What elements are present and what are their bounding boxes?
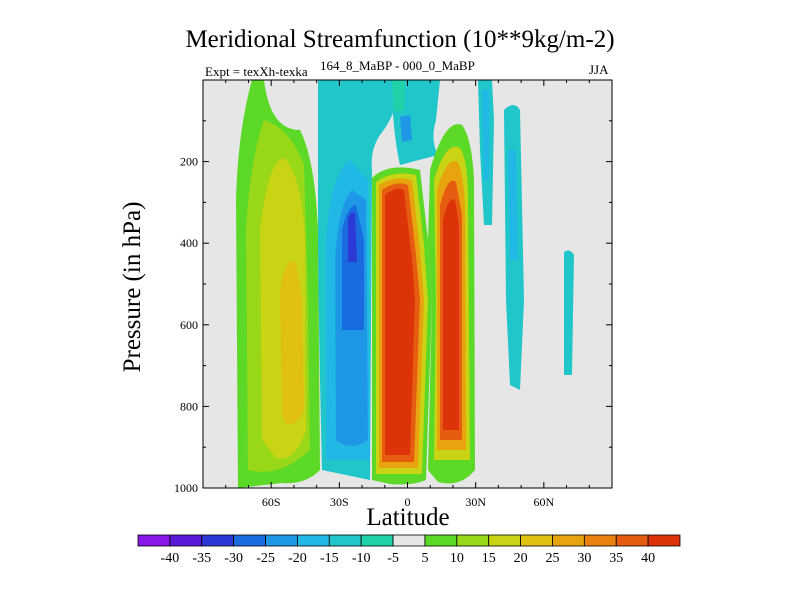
colorbar-swatch <box>583 534 617 547</box>
cell-south-neg-core <box>348 212 357 262</box>
contour-field <box>236 80 574 488</box>
colorbar-swatch <box>201 534 235 547</box>
colorbar-label: 40 <box>641 551 655 566</box>
y-tick-label: 1000 <box>174 481 198 495</box>
colorbar-label: -35 <box>192 551 211 566</box>
season-label: JJA <box>589 62 609 77</box>
colorbar-label: 5 <box>421 551 428 566</box>
cell-north-neg-3 <box>564 250 574 375</box>
period-label: 164_8_MaBP - 000_0_MaBP <box>320 58 475 73</box>
colorbar-label: -20 <box>288 551 307 566</box>
colorbar-swatch <box>392 534 426 547</box>
x-tick-label: 0 <box>405 495 411 509</box>
colorbar-swatch <box>488 534 521 547</box>
cell-trop-pos-core <box>443 199 459 430</box>
colorbar-label: -10 <box>352 551 371 566</box>
cell-south-neg-4 <box>342 205 364 330</box>
colorbar-label: 35 <box>609 551 623 566</box>
colorbar-swatch <box>456 534 490 547</box>
y-axis: 200 400 600 800 1000 <box>174 120 612 495</box>
colorbar-label: 25 <box>545 551 559 566</box>
cell-north-neg-2-core <box>508 150 518 260</box>
y-tick-label: 200 <box>180 155 198 169</box>
colorbar-label: 15 <box>482 551 496 566</box>
x-tick-label: 60S <box>262 495 281 509</box>
colorbar: -40 -35 -30 -25 -20 -15 -10 -5 5 10 15 20 25 30 35 40 <box>137 534 681 566</box>
cell-upper-neg-core <box>400 115 412 142</box>
x-tick-label: 30N <box>465 495 486 509</box>
y-tick-label: 400 <box>180 236 198 250</box>
colorbar-swatch <box>265 534 298 547</box>
y-tick-label: 600 <box>180 318 198 332</box>
colorbar-label: -40 <box>161 551 180 566</box>
colorbar-swatch <box>137 534 171 547</box>
colorbar-swatch <box>328 534 362 547</box>
x-axis: 60S 30S 0 30N 60N <box>225 80 590 509</box>
colorbar-swatch <box>169 534 203 547</box>
colorbar-swatch <box>297 534 330 547</box>
colorbar-swatch <box>520 534 553 547</box>
colorbar-label: 20 <box>514 551 528 566</box>
colorbar-label: -30 <box>224 551 243 566</box>
x-axis-label: Latitude <box>366 504 450 531</box>
cell-eq-pos-core <box>385 188 415 455</box>
colorbar-label: -25 <box>256 551 275 566</box>
cell-south-pos-core <box>280 260 304 425</box>
colorbar-label: 30 <box>577 551 591 566</box>
cell-upper-neg-small <box>392 80 405 112</box>
colorbar-swatch <box>615 534 649 547</box>
experiment-label: Expt = texXh-texka <box>205 64 308 79</box>
colorbar-swatch <box>424 534 458 547</box>
y-tick-label: 800 <box>180 399 198 413</box>
x-tick-label: 30S <box>330 495 349 509</box>
chart-title: Meridional Streamfunction (10**9kg/m-2) <box>185 26 615 53</box>
colorbar-swatch <box>552 534 585 547</box>
colorbar-swatch <box>233 534 266 547</box>
colorbar-label: 10 <box>450 551 464 566</box>
colorbar-swatch <box>647 534 681 547</box>
colorbar-label: -15 <box>320 551 339 566</box>
cell-north-neg-1-core <box>482 90 489 180</box>
x-tick-label: 60N <box>533 495 554 509</box>
colorbar-label: -5 <box>387 551 399 566</box>
colorbar-swatch <box>360 534 394 547</box>
